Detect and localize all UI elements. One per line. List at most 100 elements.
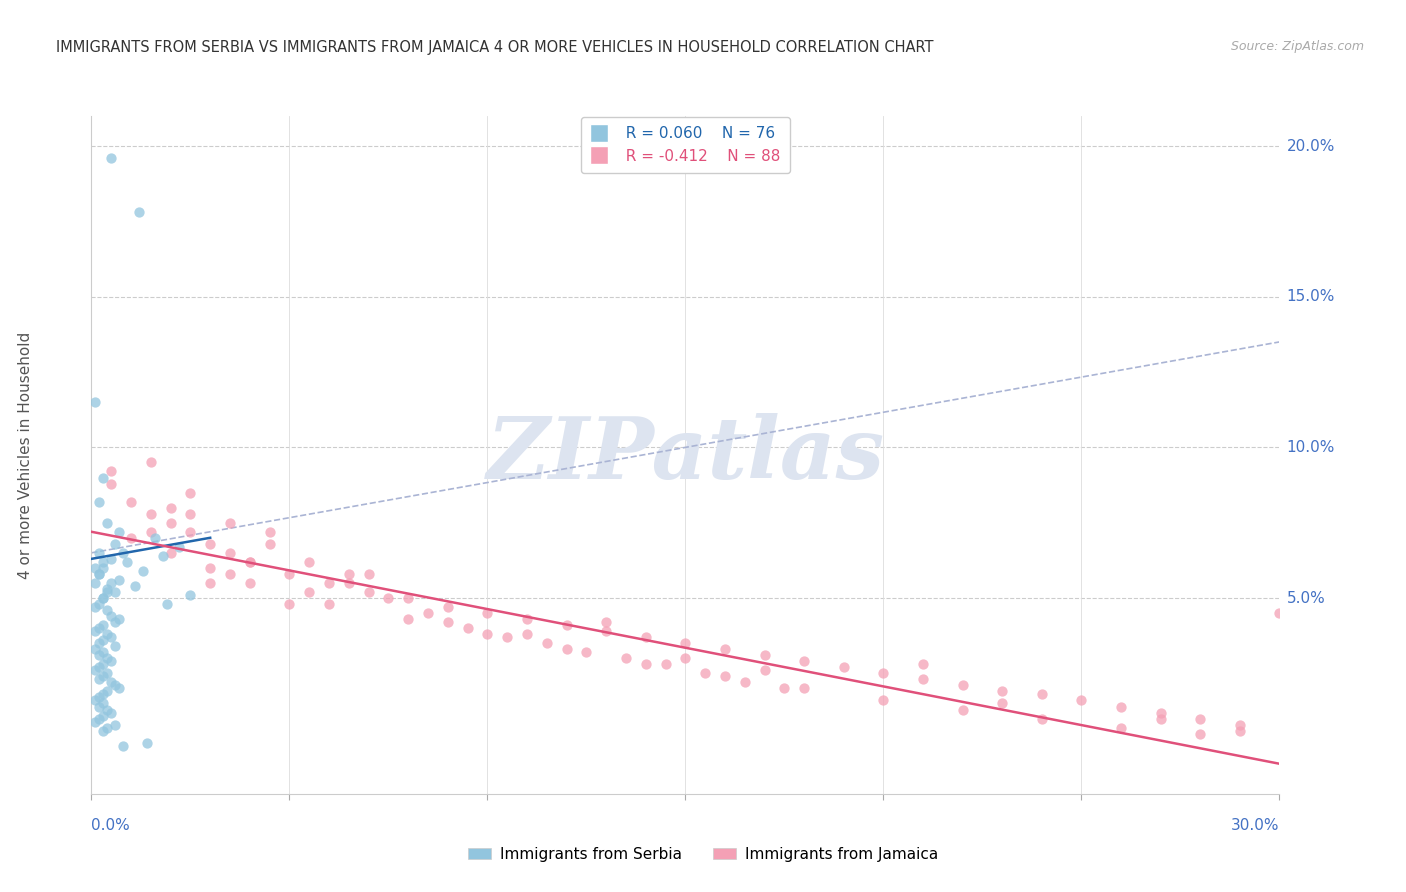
Point	[128, 205, 150, 219]
Point	[1189, 712, 1212, 726]
Point	[100, 630, 122, 644]
Point	[108, 524, 131, 539]
Text: 20.0%: 20.0%	[1286, 138, 1334, 153]
Point	[754, 664, 776, 678]
Point	[872, 693, 894, 707]
Point	[634, 657, 657, 672]
Point	[139, 524, 162, 539]
Point	[1031, 688, 1053, 702]
Point	[595, 615, 617, 629]
Point	[139, 455, 162, 469]
Point	[91, 591, 114, 605]
Point	[100, 552, 122, 566]
Point	[477, 627, 499, 641]
Point	[91, 591, 114, 605]
Point	[91, 618, 114, 632]
Point	[1150, 706, 1173, 720]
Point	[219, 566, 242, 581]
Point	[91, 645, 114, 659]
Point	[1150, 712, 1173, 726]
Point	[200, 561, 222, 575]
Point	[496, 630, 519, 644]
Point	[159, 546, 181, 560]
Text: 30.0%: 30.0%	[1232, 818, 1279, 832]
Point	[754, 648, 776, 663]
Point	[1070, 693, 1092, 707]
Point	[91, 697, 114, 711]
Point	[91, 561, 114, 575]
Point	[100, 706, 122, 720]
Point	[91, 669, 114, 683]
Point	[337, 566, 360, 581]
Point	[96, 721, 118, 735]
Point	[100, 675, 122, 690]
Point	[357, 566, 380, 581]
Point	[89, 660, 111, 674]
Point	[516, 612, 538, 626]
Point	[135, 736, 157, 750]
Point	[1031, 712, 1053, 726]
Point	[91, 470, 114, 484]
Point	[84, 664, 107, 678]
Point	[96, 651, 118, 665]
Point	[89, 566, 111, 581]
Point	[84, 576, 107, 591]
Point	[96, 585, 118, 599]
Point	[108, 681, 131, 696]
Point	[89, 494, 111, 508]
Point	[89, 597, 111, 611]
Point	[156, 597, 179, 611]
Point	[595, 624, 617, 639]
Point	[436, 600, 458, 615]
Legend: Immigrants from Serbia, Immigrants from Jamaica: Immigrants from Serbia, Immigrants from …	[463, 841, 943, 868]
Point	[120, 494, 142, 508]
Point	[104, 537, 127, 551]
Point	[773, 681, 796, 696]
Point	[108, 573, 131, 587]
Point	[100, 465, 122, 479]
Point	[219, 516, 242, 530]
Point	[89, 673, 111, 687]
Point	[132, 564, 155, 578]
Point	[911, 673, 934, 687]
Point	[167, 540, 190, 554]
Point	[575, 645, 598, 659]
Text: IMMIGRANTS FROM SERBIA VS IMMIGRANTS FROM JAMAICA 4 OR MORE VEHICLES IN HOUSEHOL: IMMIGRANTS FROM SERBIA VS IMMIGRANTS FRO…	[56, 40, 934, 55]
Point	[239, 555, 262, 569]
Point	[91, 708, 114, 723]
Point	[100, 654, 122, 668]
Point	[104, 615, 127, 629]
Point	[84, 395, 107, 409]
Point	[1229, 723, 1251, 738]
Point	[89, 546, 111, 560]
Point	[112, 739, 135, 753]
Text: 15.0%: 15.0%	[1286, 289, 1334, 304]
Point	[634, 630, 657, 644]
Legend:   R = 0.060    N = 76,   R = -0.412    N = 88: R = 0.060 N = 76, R = -0.412 N = 88	[581, 117, 790, 173]
Point	[436, 615, 458, 629]
Point	[112, 546, 135, 560]
Point	[179, 507, 201, 521]
Point	[89, 699, 111, 714]
Point	[104, 639, 127, 653]
Point	[84, 600, 107, 615]
Point	[1268, 606, 1291, 620]
Point	[952, 678, 974, 692]
Point	[1109, 721, 1132, 735]
Point	[84, 642, 107, 657]
Point	[1189, 726, 1212, 740]
Point	[555, 642, 578, 657]
Point	[100, 151, 122, 165]
Point	[654, 657, 676, 672]
Point	[159, 516, 181, 530]
Point	[477, 606, 499, 620]
Point	[673, 636, 696, 650]
Point	[396, 612, 419, 626]
Point	[200, 537, 222, 551]
Point	[104, 585, 127, 599]
Point	[298, 555, 321, 569]
Point	[793, 681, 815, 696]
Point	[89, 636, 111, 650]
Point	[89, 566, 111, 581]
Point	[555, 618, 578, 632]
